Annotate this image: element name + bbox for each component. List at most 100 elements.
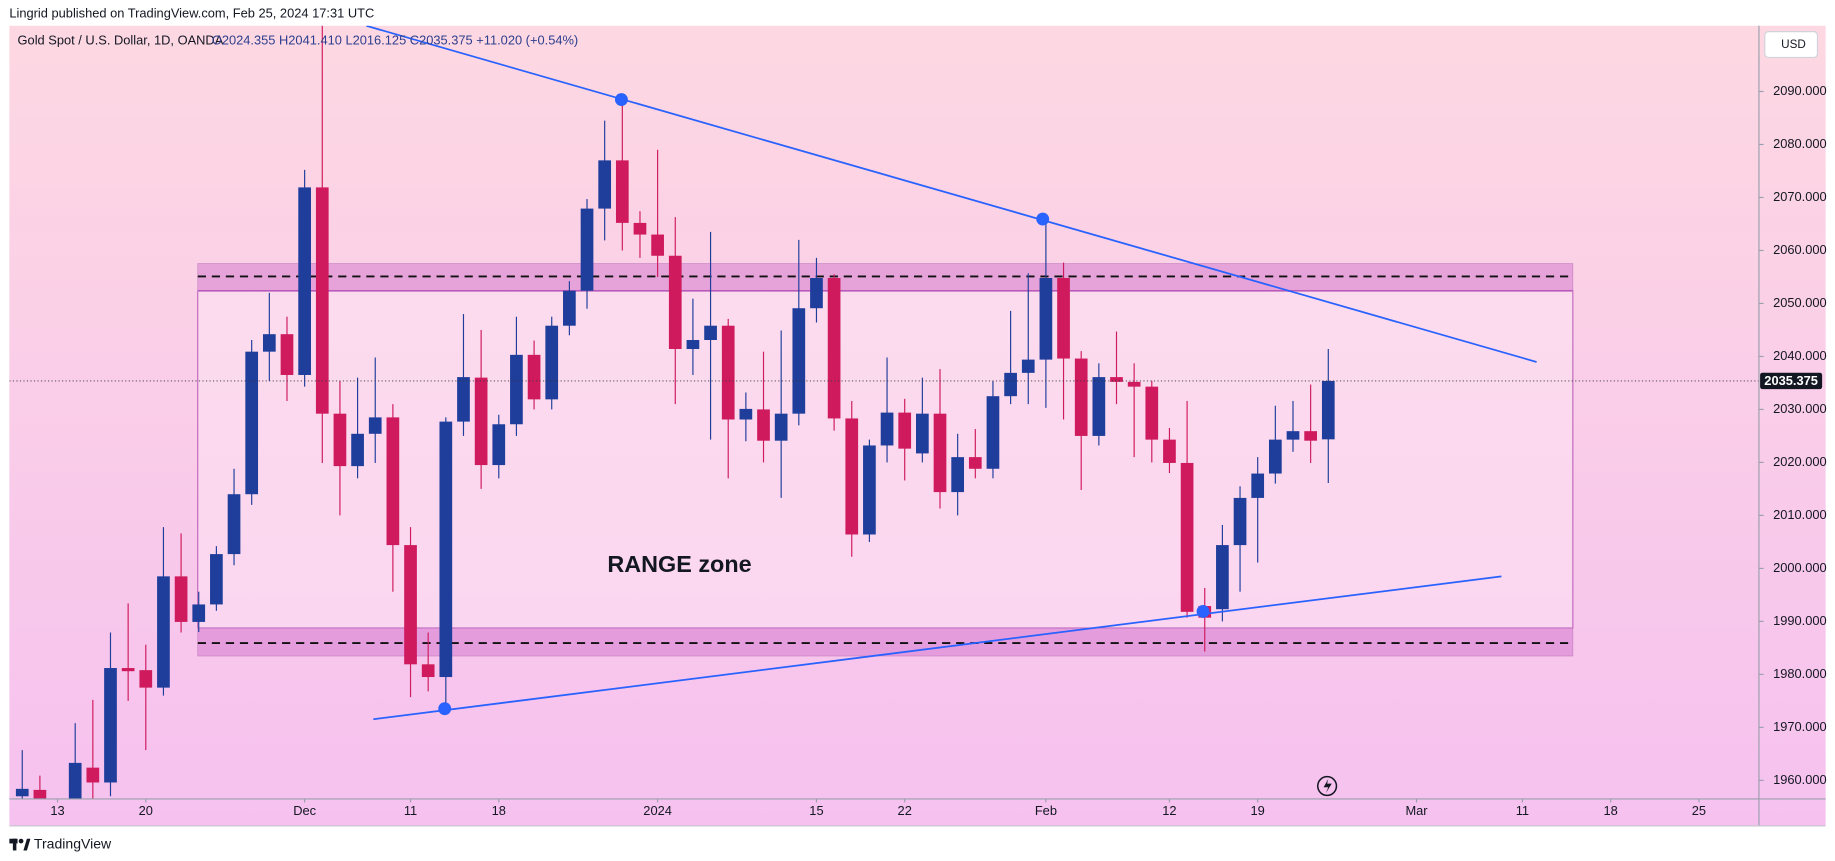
- candle-body: [1057, 278, 1070, 359]
- candle-body: [1268, 439, 1282, 474]
- candle-body: [933, 413, 947, 493]
- candle-body: [704, 325, 717, 341]
- candle-body: [1039, 278, 1053, 360]
- candle-body: [1092, 377, 1106, 436]
- candle-body: [404, 545, 417, 665]
- range-box: [197, 290, 1574, 629]
- last-price-label: 2035.375: [1764, 373, 1818, 388]
- y-tick-label: 2060.000: [1773, 242, 1827, 257]
- candle-body: [1321, 380, 1335, 440]
- x-tick-label: 11: [404, 803, 417, 818]
- candle-body: [651, 234, 664, 256]
- candle-body: [1110, 377, 1123, 382]
- currency-box[interactable]: [1764, 31, 1819, 58]
- last-price-box: [1760, 372, 1823, 390]
- candle-body: [1286, 431, 1300, 440]
- x-tick-label: 18: [492, 803, 506, 818]
- candle-body: [33, 789, 47, 799]
- candle-body: [1251, 473, 1265, 498]
- trendline-anchor: [1196, 605, 1210, 618]
- upper-trendline: [366, 25, 1537, 363]
- candle-body: [686, 340, 700, 350]
- ohlc-legend: O2024.355 H2041.410 L2016.125 C2035.375 …: [212, 32, 578, 47]
- x-tick-label: 13: [50, 803, 64, 818]
- candle-body: [351, 433, 364, 467]
- candle-body: [262, 334, 276, 352]
- candle-body: [721, 325, 735, 420]
- candle-body: [916, 413, 929, 454]
- replay-icon[interactable]: [1316, 775, 1338, 797]
- x-tick-label: Dec: [293, 803, 316, 818]
- x-tick-label: 11: [1516, 803, 1529, 818]
- candle-body: [968, 457, 982, 469]
- currency-label: USD: [1781, 38, 1806, 51]
- candle-body: [1180, 462, 1194, 612]
- x-tick-label: Feb: [1035, 803, 1057, 818]
- y-tick-label: 2080.000: [1773, 136, 1827, 151]
- candle-body: [280, 334, 294, 375]
- candle-body: [633, 222, 647, 235]
- candle-body: [421, 664, 435, 678]
- publisher-line: Lingrid published on TradingView.com, Fe…: [9, 5, 374, 20]
- x-tick-label: 15: [809, 803, 823, 818]
- candle-body: [315, 187, 329, 414]
- candle-body: [898, 412, 912, 449]
- candle-body: [474, 377, 488, 466]
- candle-body: [1233, 497, 1247, 546]
- candle-body: [227, 494, 241, 555]
- candle-body: [792, 308, 806, 414]
- y-tick-label: 2070.000: [1773, 189, 1827, 204]
- brand-logo: [9, 838, 31, 851]
- x-tick-label: 19: [1251, 803, 1265, 818]
- y-tick-label: 2040.000: [1773, 348, 1827, 363]
- candle-body: [368, 417, 382, 434]
- trendline-anchor: [438, 702, 452, 716]
- candle-body: [739, 408, 753, 420]
- candle-body: [192, 604, 206, 622]
- candle-body: [1021, 359, 1035, 373]
- trendline-anchor: [1036, 212, 1050, 226]
- y-tick-label: 2000.000: [1773, 560, 1827, 575]
- candle-body: [810, 278, 823, 309]
- candle-body: [827, 278, 841, 419]
- candle-body: [104, 668, 117, 783]
- candle-body: [245, 351, 259, 495]
- candle-body: [174, 576, 188, 622]
- candle-body: [863, 445, 876, 535]
- candle-body: [774, 413, 788, 441]
- candle-body: [845, 418, 859, 535]
- candle-body: [15, 788, 29, 797]
- candle-body: [157, 576, 170, 688]
- y-tick-label: 2020.000: [1773, 454, 1827, 469]
- candle-body: [757, 409, 770, 441]
- candle-body: [580, 208, 594, 291]
- x-tick-label: Mar: [1405, 803, 1428, 818]
- candle-body: [492, 424, 506, 466]
- candle-body: [298, 187, 311, 375]
- y-tick-label: 2090.000: [1773, 83, 1827, 98]
- trendlines: [366, 25, 1537, 721]
- candle-body: [68, 762, 82, 799]
- candle-body: [615, 160, 629, 223]
- plot: [9, 25, 1759, 799]
- range-annotation: RANGE zone: [607, 551, 751, 577]
- symbol-title: Gold Spot / U.S. Dollar, 1D, OANDA: [18, 32, 224, 47]
- candle-body: [1074, 358, 1088, 436]
- candle-body: [510, 354, 523, 425]
- candle-body: [668, 255, 682, 350]
- x-tick-label: 12: [1162, 803, 1176, 818]
- y-tick-label: 2050.000: [1773, 295, 1827, 310]
- candle-body: [121, 668, 135, 672]
- candle-body: [86, 767, 100, 783]
- candle-body: [1163, 439, 1176, 463]
- brand-name: TradingView: [34, 835, 112, 851]
- candle-body: [386, 417, 400, 546]
- y-tick-label: 1970.000: [1773, 719, 1827, 734]
- x-tick-label: 22: [898, 803, 912, 818]
- candle-body: [210, 554, 223, 605]
- candle-body: [1004, 372, 1017, 397]
- candle-body: [1216, 545, 1229, 610]
- candle-body: [139, 670, 153, 688]
